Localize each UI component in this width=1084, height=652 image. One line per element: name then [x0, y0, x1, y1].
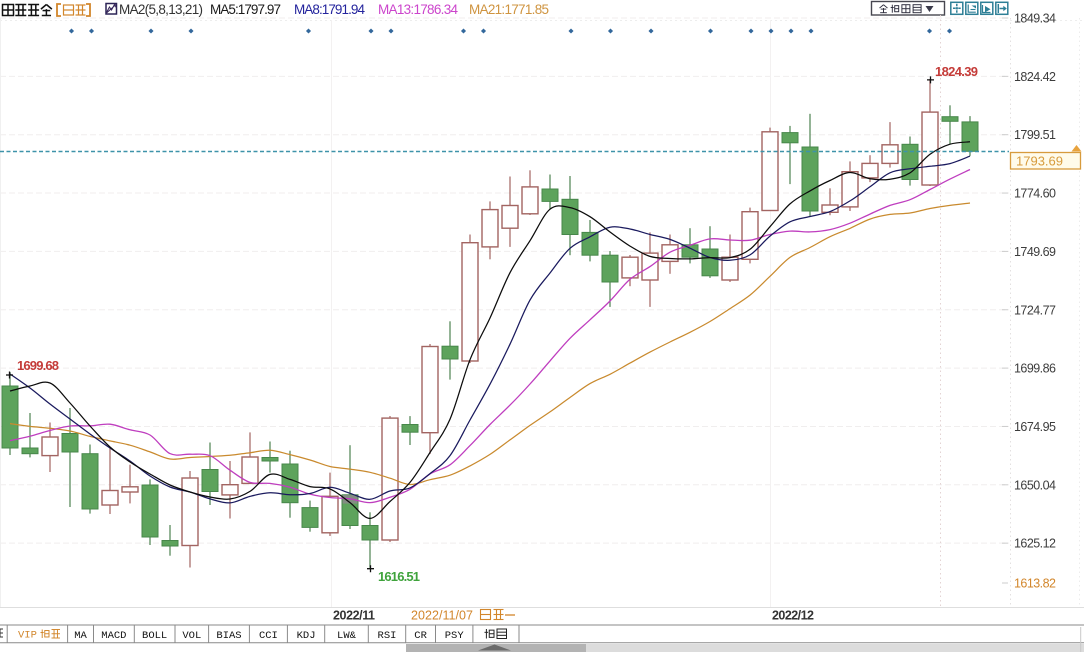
svg-text:MA2(5,8,13,21): MA2(5,8,13,21): [119, 2, 203, 17]
svg-text:1613.82: 1613.82: [1014, 577, 1056, 591]
svg-text:1699.68: 1699.68: [17, 358, 59, 373]
svg-text:PSY: PSY: [445, 630, 465, 642]
svg-text:2022/11: 2022/11: [333, 609, 375, 623]
svg-text:LW&: LW&: [337, 630, 357, 642]
svg-text:VOL: VOL: [182, 630, 201, 642]
svg-text:2022/12: 2022/12: [772, 609, 814, 623]
svg-text:1824.39: 1824.39: [935, 64, 978, 79]
svg-text:RSI: RSI: [378, 630, 397, 642]
svg-text:CCI: CCI: [259, 630, 278, 642]
svg-text:1616.51: 1616.51: [378, 569, 420, 584]
svg-text:MA5:1797.97: MA5:1797.97: [210, 2, 281, 17]
svg-text:BIAS: BIAS: [216, 630, 241, 642]
svg-text:KDJ: KDJ: [297, 630, 316, 642]
svg-text:MA13:1786.34: MA13:1786.34: [378, 2, 458, 17]
svg-text:MA8:1791.94: MA8:1791.94: [294, 2, 365, 17]
svg-text:1774.60: 1774.60: [1014, 187, 1056, 201]
svg-text:VIP: VIP: [18, 630, 37, 642]
svg-text:2022/11/07: 2022/11/07: [411, 609, 473, 623]
svg-text:1793.69: 1793.69: [1016, 154, 1063, 169]
svg-text:1650.04: 1650.04: [1014, 478, 1056, 492]
svg-text:MA: MA: [74, 630, 87, 642]
svg-text:MACD: MACD: [101, 630, 126, 642]
svg-text:1849.34: 1849.34: [1014, 12, 1056, 26]
svg-text:1724.77: 1724.77: [1014, 303, 1056, 317]
svg-text:BOLL: BOLL: [142, 630, 167, 642]
svg-text:1799.51: 1799.51: [1014, 128, 1056, 142]
svg-text:CR: CR: [414, 630, 427, 642]
svg-text:1824.42: 1824.42: [1014, 70, 1056, 84]
svg-text:1699.86: 1699.86: [1014, 362, 1056, 376]
svg-text:1625.12: 1625.12: [1014, 537, 1056, 551]
svg-text:MA21:1771.85: MA21:1771.85: [469, 2, 549, 17]
svg-text:1749.69: 1749.69: [1014, 245, 1056, 259]
svg-text:1674.95: 1674.95: [1014, 420, 1056, 434]
